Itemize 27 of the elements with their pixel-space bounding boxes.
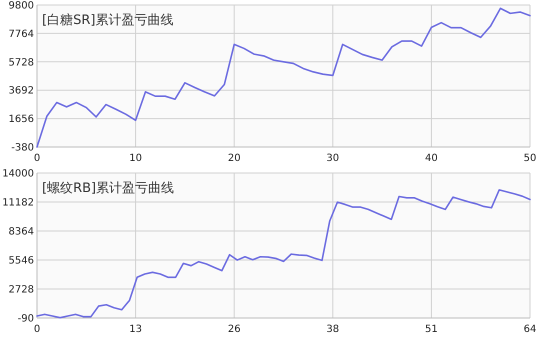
y-tick-label: 5546 [8,256,34,266]
x-tick-label: 50 [524,153,536,164]
text: [螺纹RB]累计盈亏曲线 [42,181,174,196]
x-tick-label: 20 [228,153,241,164]
y-tick-label: 7764 [8,28,34,40]
y-tick-label: 1656 [8,114,34,126]
y-tick-label: 11182 [2,198,34,208]
y-tick-label: 8364 [8,226,34,238]
x-tick-label: 51 [425,324,438,335]
x-tick-label: 10 [129,153,142,164]
text: [白糖SR]累计盈亏曲线 [42,13,174,28]
y-tick-label: 9800 [8,0,34,12]
x-tick-label: 30 [326,153,340,164]
x-tick-label: 26 [228,324,241,335]
x-tick-label: 0 [34,324,40,335]
line-series [36,8,531,148]
y-tick-label: 2728 [8,284,34,296]
x-tick-label: 38 [326,324,340,335]
x-tick-label: 0 [34,153,40,164]
y-tick-label: 5728 [8,57,34,68]
y-tick-label: 14000 [2,168,34,180]
x-tick-label: 13 [129,324,142,335]
x-tick-label: 64 [524,324,536,335]
x-tick-label: 40 [425,153,438,164]
y-tick-label: 3692 [8,86,34,97]
y-tick-label: -380 [11,142,34,154]
y-tick-label: -90 [18,314,34,324]
